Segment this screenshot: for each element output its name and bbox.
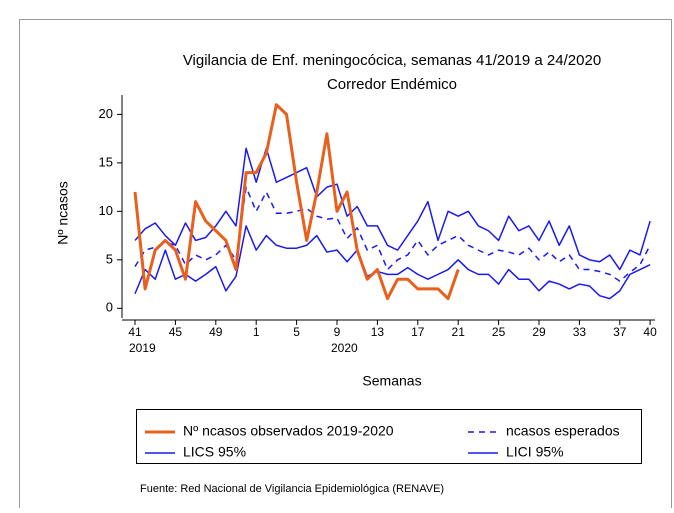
y-tick-label: 0 bbox=[106, 300, 113, 315]
x-tick-label: 17 bbox=[411, 325, 425, 339]
x-axis-title: Semanas bbox=[362, 373, 421, 389]
x-tick-label: 49 bbox=[209, 325, 223, 339]
x-tick-label: 41 bbox=[128, 325, 142, 339]
x-tick-label: 40 bbox=[643, 325, 657, 339]
series-line bbox=[134, 147, 651, 271]
x-tick-label: 13 bbox=[371, 325, 385, 339]
series-line bbox=[133, 103, 460, 301]
x-year-label: 2020 bbox=[331, 341, 358, 355]
y-axis-title: Nº ncasos bbox=[55, 181, 71, 244]
x-tick-label: 29 bbox=[532, 325, 546, 339]
legend-label: ncasos esperados bbox=[506, 423, 620, 439]
y-tick-label: 10 bbox=[99, 203, 113, 218]
x-tick-label: 37 bbox=[613, 325, 627, 339]
legend-label: Nº ncasos observados 2019-2020 bbox=[183, 423, 394, 439]
y-tick-label: 5 bbox=[106, 251, 113, 266]
x-tick-label: 9 bbox=[334, 325, 341, 339]
y-tick-label: 20 bbox=[99, 106, 113, 121]
x-year-label: 2019 bbox=[129, 341, 156, 355]
x-tick-label: 33 bbox=[573, 325, 587, 339]
x-tick-label: 45 bbox=[169, 325, 183, 339]
legend-box bbox=[136, 409, 642, 464]
series-line bbox=[134, 225, 651, 300]
legend-label: LICS 95% bbox=[183, 444, 246, 460]
chart-subtitle: Corredor Endémico bbox=[327, 76, 457, 93]
legend-label: LICI 95% bbox=[506, 444, 564, 460]
source-note: Fuente: Red Nacional de Vigilancia Epide… bbox=[140, 483, 444, 495]
x-tick-label: 1 bbox=[253, 325, 260, 339]
y-tick-label: 15 bbox=[99, 154, 113, 169]
series-line bbox=[134, 186, 651, 282]
x-tick-label: 5 bbox=[293, 325, 300, 339]
x-tick-label: 25 bbox=[492, 325, 506, 339]
chart-title: Vigilancia de Enf. meningocócica, semana… bbox=[183, 52, 601, 69]
x-tick-label: 21 bbox=[452, 325, 466, 339]
